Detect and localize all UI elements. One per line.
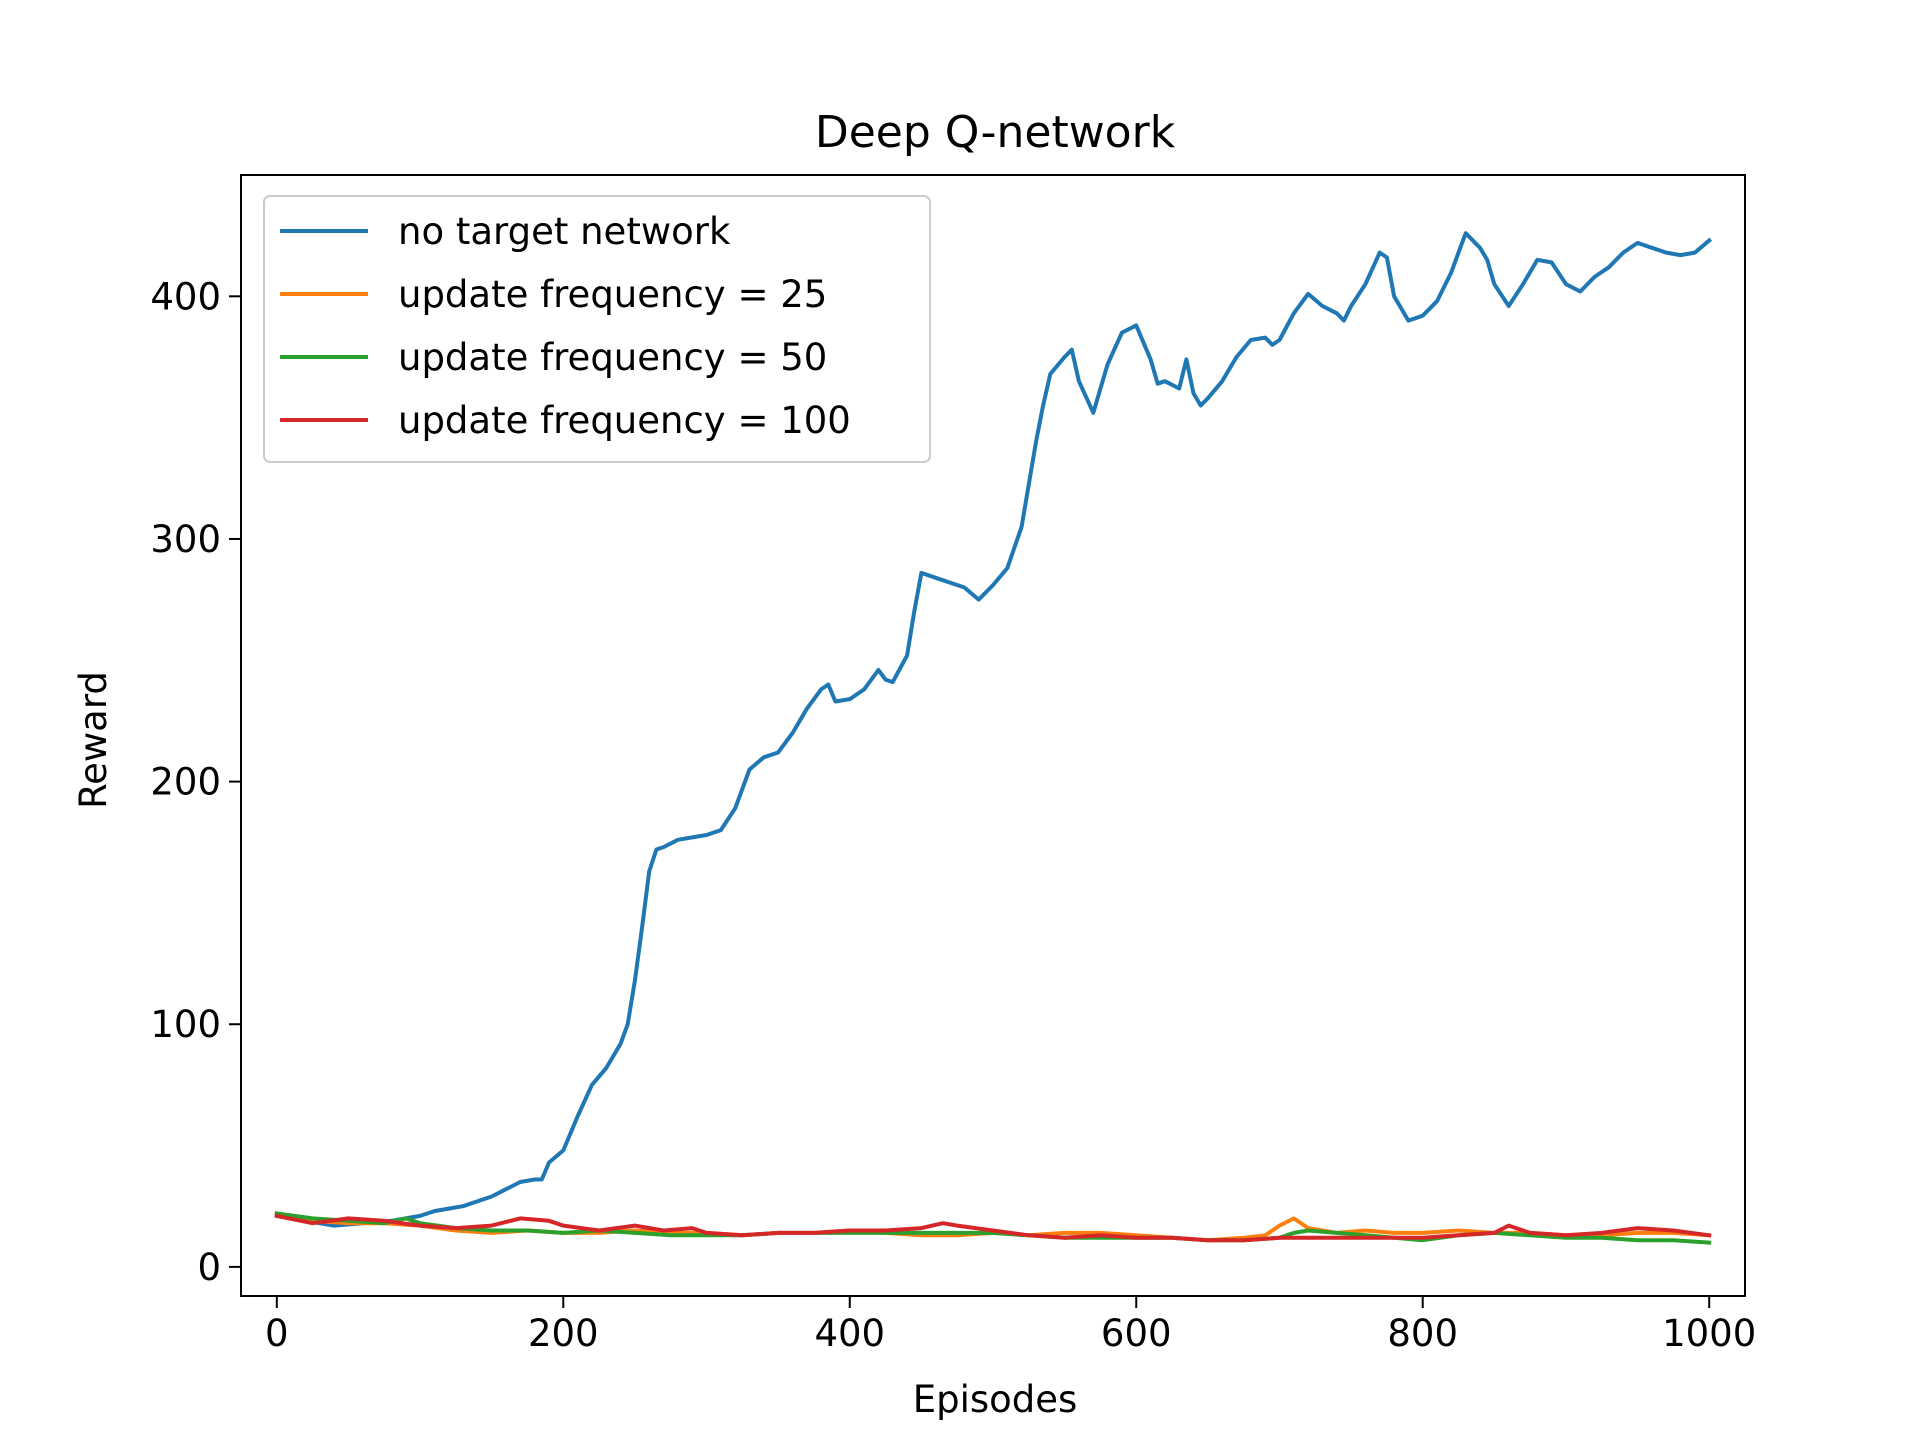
series-lines [274,231,1713,1245]
y-tick-label: 400 [150,275,221,318]
y-axis-ticks: 0 100 200 300 400 [150,275,241,1289]
legend-box [263,195,931,463]
y-axis-label: Reward [72,671,115,809]
legend-entry-label: no target network [398,210,731,253]
plot-frame [240,174,1746,1297]
legend-entry-label: update frequency = 25 [398,273,827,316]
x-tick-label: 600 [1101,1312,1172,1355]
legend-entry-label: update frequency = 50 [398,336,827,379]
x-tick-label: 400 [814,1312,885,1355]
series-line-0 [274,231,1713,1228]
x-tick-label: 0 [265,1312,289,1355]
x-tick-label: 800 [1387,1312,1458,1355]
y-tick-label: 0 [197,1246,221,1289]
y-tick-label: 300 [150,518,221,561]
x-tick-label: 1000 [1662,1312,1756,1355]
series-line-3 [274,1213,1712,1243]
y-tick-label: 100 [150,1003,221,1046]
x-axis-ticks: 0 200 400 600 800 1000 [265,1296,1756,1355]
legend: no target network update frequency = 25 up… [263,195,931,463]
x-tick-label: 200 [528,1312,599,1355]
y-tick-label: 200 [150,761,221,804]
chart-title: Deep Q-network [815,107,1176,158]
x-axis-label: Episodes [913,1378,1078,1421]
legend-entry-label: update frequency = 100 [398,399,851,442]
